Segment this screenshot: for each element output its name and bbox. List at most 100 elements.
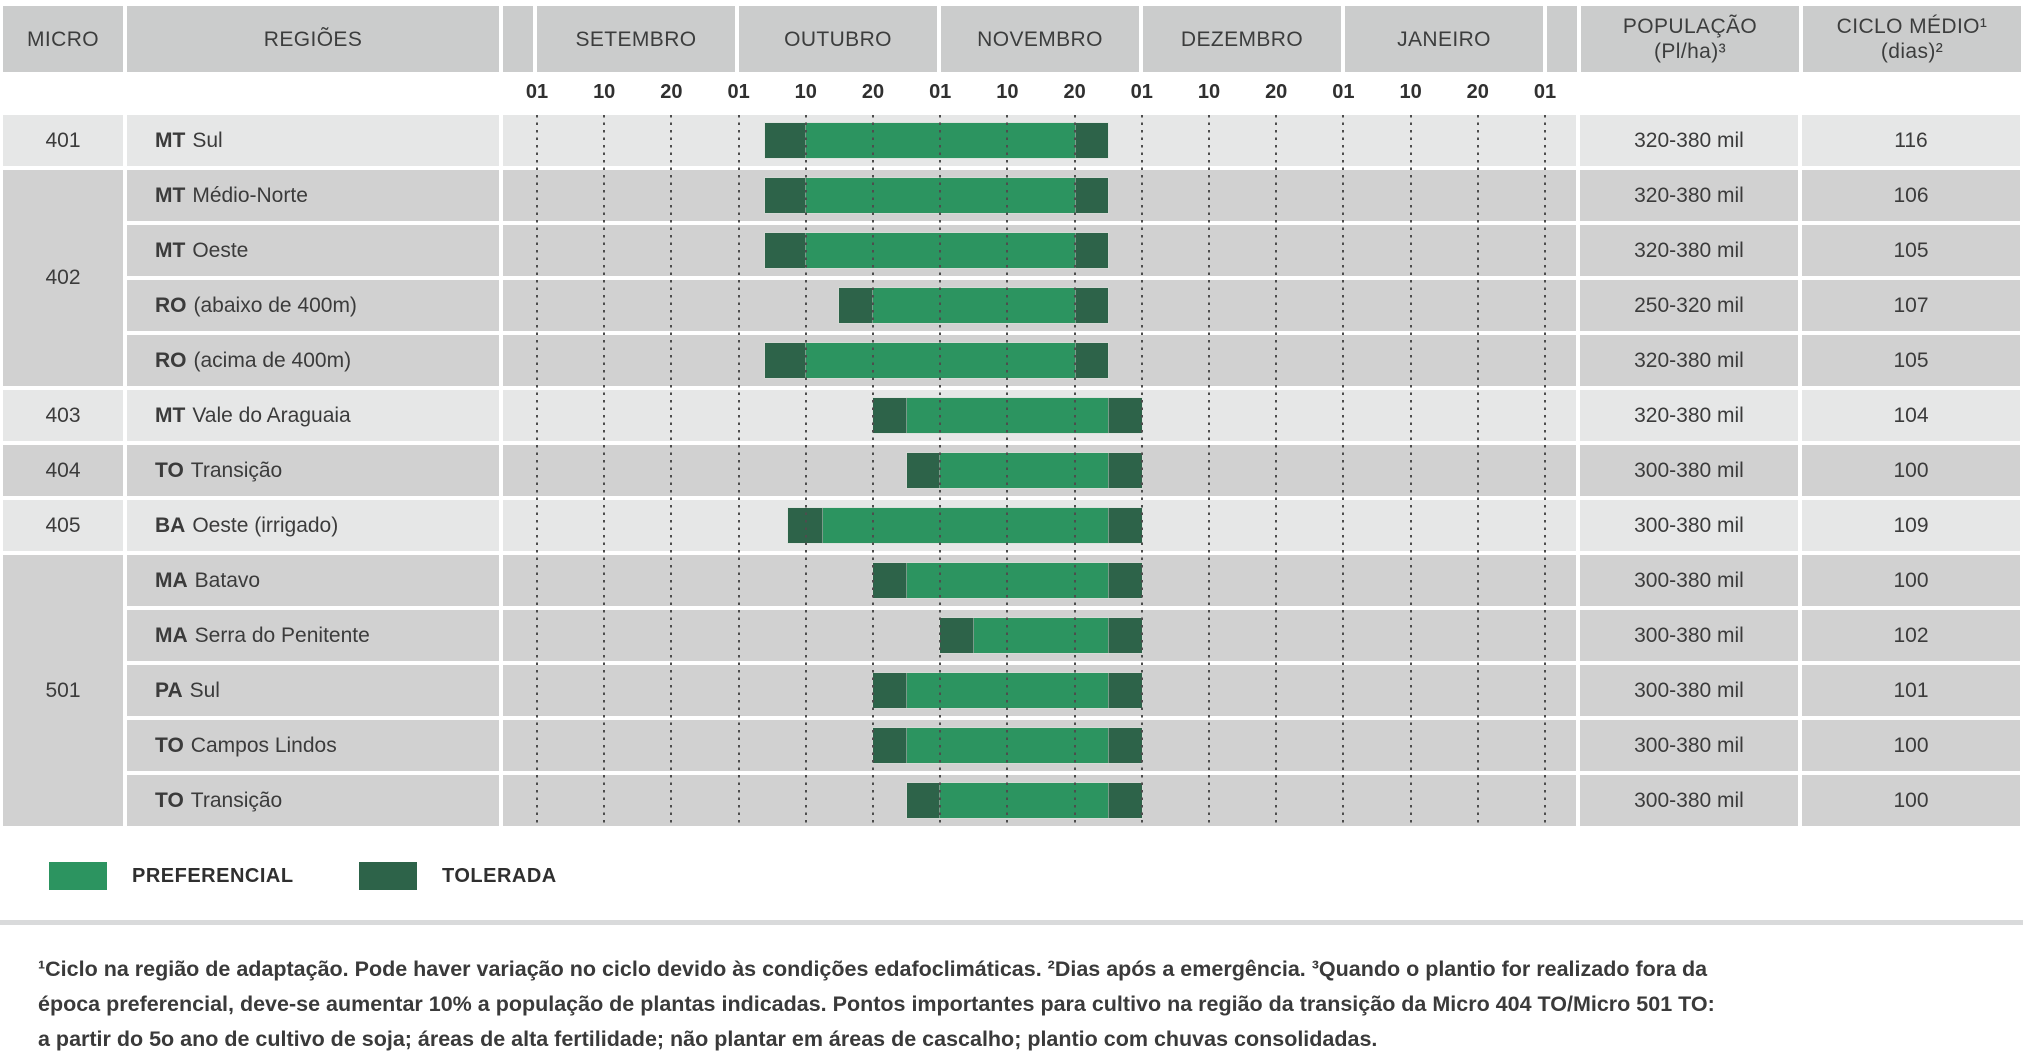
planting-window-bar [503, 507, 1576, 544]
preferencial-window-segment [905, 727, 1110, 764]
tick-label: 01 [1130, 81, 1153, 103]
tick-label: 20 [1063, 81, 1086, 103]
header-month-outubro: OUTUBRO [739, 6, 937, 72]
population-value: 300-380 mil [1580, 610, 1798, 661]
region-cell: MT Médio-Norte [127, 170, 499, 221]
timeline-cell [503, 280, 1576, 331]
population-value: 320-380 mil [1580, 170, 1798, 221]
cycle-value: 106 [1802, 170, 2020, 221]
population-value: 320-380 mil [1580, 115, 1798, 166]
planting-window-bar [503, 452, 1576, 489]
cycle-value: 100 [1802, 720, 2020, 771]
planting-window-bar [503, 287, 1576, 324]
preferencial-window-segment [905, 672, 1110, 709]
header-spacer-left [503, 6, 533, 72]
micro-group-501: 501 MA Batavo 300-380 mil 100 MA Serra do … [3, 555, 2020, 826]
header-spacer-right [1547, 6, 1577, 72]
region-name: Sul [192, 128, 223, 152]
cycle-value: 100 [1802, 775, 2020, 826]
micro-cell: 404 [3, 445, 123, 496]
tick-label: 10 [593, 81, 616, 103]
planting-window-bar [503, 727, 1576, 764]
region-name: Serra do Penitente [194, 623, 370, 647]
population-value: 300-380 mil [1580, 555, 1798, 606]
region-state: TO [155, 788, 184, 812]
micro-cell: 403 [3, 390, 123, 441]
preferencial-window-segment [905, 397, 1110, 434]
timeline-cell [503, 720, 1576, 771]
micro-cell: 402 [3, 170, 123, 386]
timeline-cell [503, 390, 1576, 441]
legend-swatch-preferencial [49, 862, 107, 890]
legend-label-preferencial: PREFERENCIAL [132, 865, 294, 887]
cycle-value: 104 [1802, 390, 2020, 441]
tick-label: 10 [794, 81, 817, 103]
region-cell: TO Transição [127, 445, 499, 496]
region-cell: BA Oeste (irrigado) [127, 500, 499, 551]
tick-label: 10 [1399, 81, 1422, 103]
header-month-setembro: SETEMBRO [537, 6, 735, 72]
planting-window-bar [503, 342, 1576, 379]
tick-label: 01 [727, 81, 750, 103]
region-cell: RO (abaixo de 400m) [127, 280, 499, 331]
planting-window-bar [503, 397, 1576, 434]
preferencial-window-segment [905, 562, 1110, 599]
header-month-dezembro: DEZEMBRO [1143, 6, 1341, 72]
tick-label: 20 [1265, 81, 1288, 103]
table-row: RO (abaixo de 400m) 250-320 mil 107 [127, 280, 2020, 331]
header-regions: REGIÕES [127, 6, 499, 72]
micro-group-401: 401 MT Sul 320-380 mil 116 [3, 115, 2020, 166]
header-month-novembro: NOVEMBRO [941, 6, 1139, 72]
region-cell: TO Transição [127, 775, 499, 826]
timeline-cell [503, 775, 1576, 826]
preferencial-window-segment [804, 232, 1076, 269]
planting-window-bar [503, 562, 1576, 599]
micro-group-405: 405 BA Oeste (irrigado) 300-380 mil 109 [3, 500, 2020, 551]
table-row: MT Vale do Araguaia 320-380 mil 104 [127, 390, 2020, 441]
region-cell: MA Batavo [127, 555, 499, 606]
region-state: BA [155, 513, 186, 537]
legend-swatch-tolerada [359, 862, 417, 890]
population-value: 250-320 mil [1580, 280, 1798, 331]
tick-label: 01 [1533, 81, 1557, 103]
planting-window-bar [503, 672, 1576, 709]
planting-window-bar [503, 177, 1576, 214]
timeline-cell [503, 610, 1576, 661]
preferencial-window-segment [939, 452, 1110, 489]
cycle-value: 100 [1802, 555, 2020, 606]
table-row: PA Sul 300-380 mil 101 [127, 665, 2020, 716]
region-name: Oeste [192, 238, 249, 262]
preferencial-window-segment [872, 287, 1076, 324]
region-cell: PA Sul [127, 665, 499, 716]
region-state: MT [155, 128, 186, 152]
population-value: 320-380 mil [1580, 225, 1798, 276]
preferencial-window-segment [821, 507, 1110, 544]
table-row: TO Campos Lindos 300-380 mil 100 [127, 720, 2020, 771]
tick-label: 20 [861, 81, 885, 103]
region-state: MA [155, 623, 188, 647]
timeline-cell [503, 170, 1576, 221]
region-name: Transição [190, 458, 283, 482]
footnote-line: ¹Ciclo na região de adaptação. Pode have… [38, 957, 1708, 981]
table-header: MICRO REGIÕES SETEMBRO OUTUBRO NOVEMBRO … [3, 6, 2021, 72]
region-name: (acima de 400m) [193, 348, 352, 372]
population-value: 300-380 mil [1580, 720, 1798, 771]
region-name: Vale do Araguaia [192, 403, 351, 427]
population-value: 300-380 mil [1580, 500, 1798, 551]
header-micro: MICRO [3, 6, 123, 72]
legend: PREFERENCIAL TOLERADA [0, 860, 2023, 892]
cycle-value: 105 [1802, 225, 2020, 276]
header-month-janeiro: JANEIRO [1345, 6, 1543, 72]
header-cycle-line2: (dias)² [1880, 40, 1944, 63]
micro-group-404: 404 TO Transição 300-380 mil 100 [3, 445, 2020, 496]
population-value: 300-380 mil [1580, 775, 1798, 826]
population-value: 300-380 mil [1580, 445, 1798, 496]
table-body: 401 MT Sul 320-380 mil 116 402 MT Médio-No… [3, 115, 2020, 826]
cycle-value: 109 [1802, 500, 2020, 551]
footer-divider [0, 920, 2023, 925]
timeline-cell [503, 500, 1576, 551]
tick-label: 10 [1197, 81, 1221, 103]
region-name: Sul [189, 678, 220, 702]
table-row: MT Oeste 320-380 mil 105 [127, 225, 2020, 276]
header-population-line2: (Pl/ha)³ [1653, 40, 1727, 63]
